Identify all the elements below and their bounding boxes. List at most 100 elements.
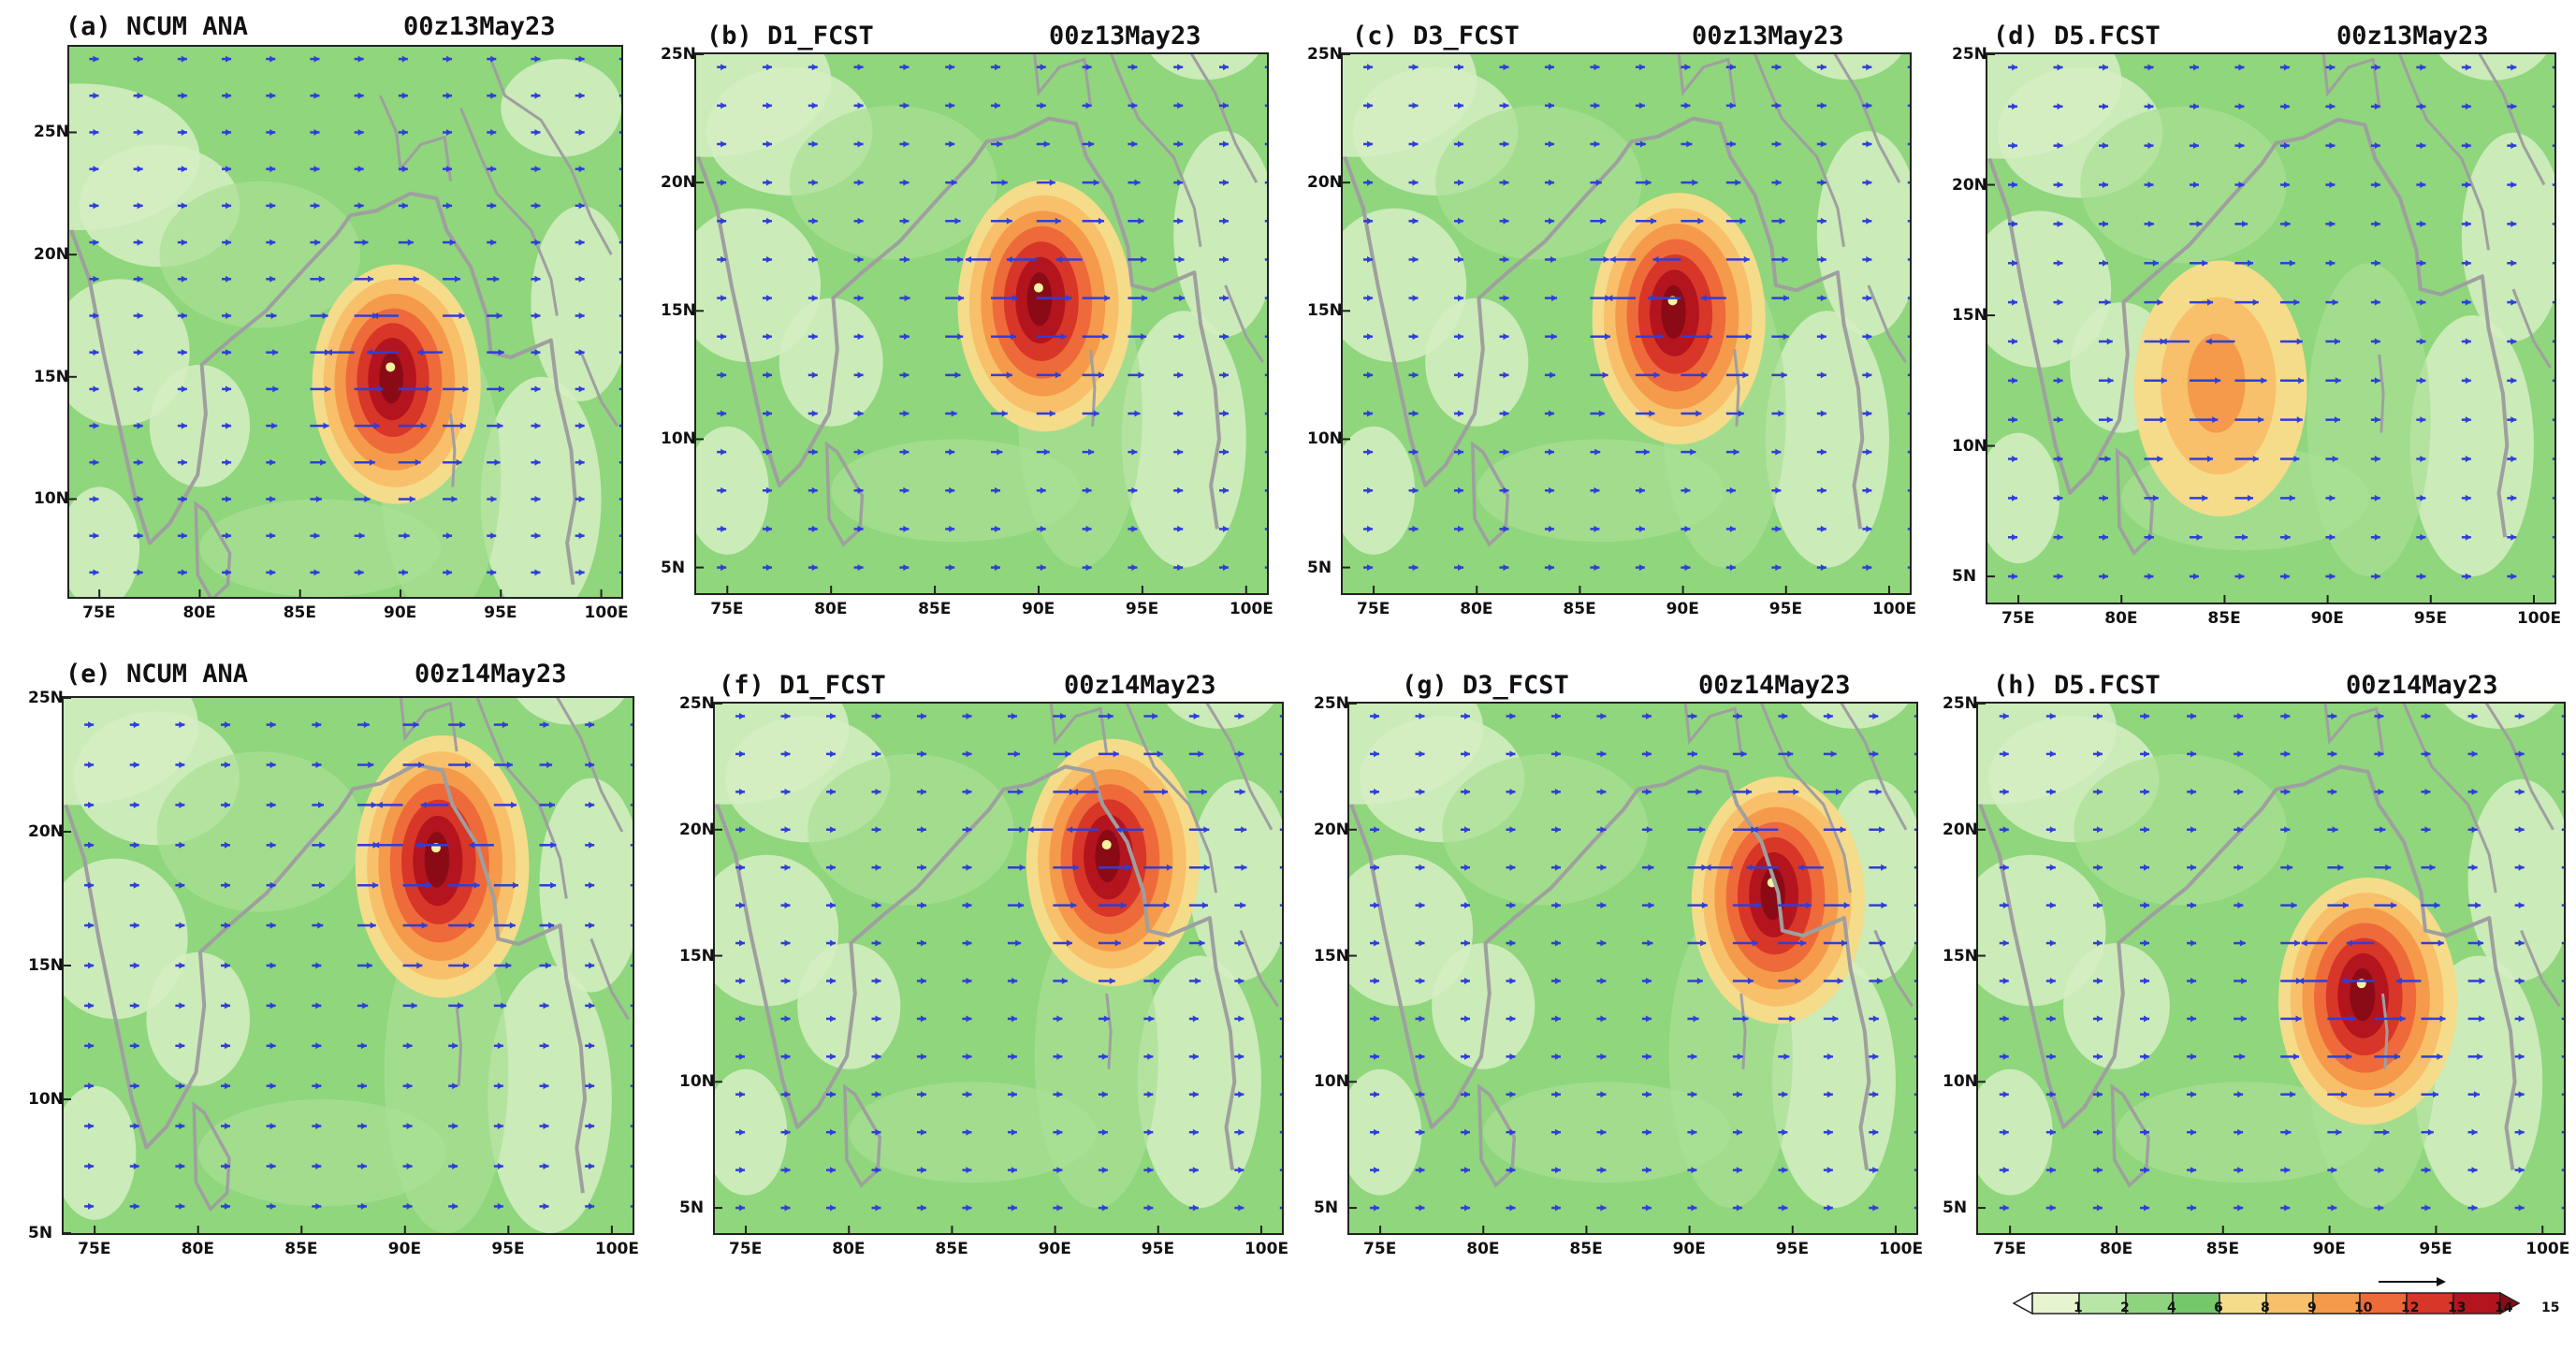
colorbar-swatch	[2265, 1292, 2314, 1315]
colorbar-tick-label: 8	[2261, 1300, 2270, 1315]
lon-tick-label: 85E	[283, 603, 316, 622]
colorbar-tick-label: 6	[2214, 1300, 2223, 1315]
lon-tick-label: 100E	[1244, 1240, 1289, 1258]
lon-tick-label: 85E	[2205, 1240, 2240, 1258]
lon-tick-label: 90E	[1038, 1240, 1071, 1258]
light-wind-region	[1432, 943, 1535, 1069]
lon-tick-label: 90E	[1672, 1240, 1706, 1258]
colorbar-max-arrow	[2499, 1291, 2521, 1315]
light-wind-region	[501, 59, 621, 157]
reference-vector	[2379, 1277, 2446, 1286]
border-line	[1126, 704, 1217, 893]
light-wind-region	[149, 364, 251, 487]
lat-tick-label: 15N	[1314, 946, 1349, 966]
lon-tick-label: 75E	[78, 1240, 111, 1258]
map-plot	[1976, 702, 2566, 1235]
panel-title: (g) D3_FCST	[1402, 671, 1569, 700]
wind-vectors	[1363, 64, 1910, 572]
light-wind-region	[517, 698, 625, 725]
light-wind-region	[696, 208, 822, 363]
light-wind-region	[1987, 432, 2060, 564]
lat-tick-label: 5N	[679, 1198, 705, 1218]
lon-tick-label: 95E	[484, 603, 517, 622]
lon-tick-label: 80E	[2104, 609, 2138, 628]
lon-tick-label: 95E	[491, 1240, 525, 1258]
map-canvas	[1343, 54, 1910, 593]
lat-tick-label: 15N	[1952, 306, 1987, 326]
wind-speed-contour	[1661, 284, 1686, 340]
coastline	[1343, 116, 1865, 530]
light-wind-region	[1800, 704, 1909, 729]
lon-tick-label: 75E	[82, 603, 116, 622]
map-canvas	[715, 704, 1282, 1233]
light-wind-region	[696, 426, 769, 555]
border-line	[1224, 284, 1264, 363]
lat-tick-label: 20N	[1307, 173, 1343, 193]
light-wind-region	[1343, 208, 1467, 363]
lon-tick-label: 95E	[2419, 1240, 2452, 1258]
lon-tick-label: 100E	[2525, 1240, 2570, 1258]
light-wind-region	[715, 1068, 788, 1196]
lon-tick-label: 100E	[1229, 600, 1273, 618]
lon-tick-label: 85E	[918, 600, 952, 618]
border-line	[459, 107, 559, 316]
lat-tick-label: 25N	[28, 689, 64, 707]
colorbar-tick-label: 15	[2541, 1300, 2560, 1315]
wind-vectors	[84, 721, 633, 1210]
wind-vectors	[2008, 64, 2554, 580]
map-plot	[1347, 702, 1918, 1235]
panel-title: (a) NCUM ANA	[65, 12, 249, 41]
light-wind-region	[64, 858, 188, 1020]
lon-tick-label: 100E	[594, 1240, 639, 1258]
light-wind-region	[1349, 854, 1474, 1007]
colorbar-tick-label: 14	[2495, 1300, 2513, 1315]
lon-tick-label: 90E	[1666, 600, 1699, 618]
panel-title: (h) D5.FCST	[1993, 671, 2161, 700]
wind-vectors	[735, 712, 1282, 1212]
lon-tick-label: 75E	[1363, 1240, 1397, 1258]
lon-tick-label: 90E	[387, 1240, 422, 1258]
colorbar-tick-label: 1	[2074, 1300, 2083, 1315]
colorbar-swatch	[2125, 1292, 2174, 1315]
border-line	[1840, 704, 1908, 831]
lon-tick-label: 90E	[2312, 1240, 2346, 1258]
lat-tick-label: 10N	[661, 429, 696, 449]
lat-tick-label: 5N	[1952, 567, 1977, 587]
map-plot	[1341, 52, 1912, 595]
border-line	[1739, 993, 1747, 1069]
wind-speed-contour	[1095, 829, 1120, 882]
map-plot	[62, 696, 634, 1235]
lat-tick-label: 20N	[1952, 175, 1987, 195]
lat-tick-label: 10N	[1952, 436, 1987, 456]
lat-tick-label: 25N	[1952, 45, 1987, 64]
lat-tick-label: 10N	[28, 1090, 64, 1109]
lon-tick-label: 75E	[1993, 1240, 2027, 1258]
panel-time: 00z13May23	[2336, 22, 2489, 51]
panel-title: (b) D1_FCST	[706, 22, 874, 51]
lat-tick-label: 20N	[1314, 820, 1349, 839]
light-wind-region	[1794, 54, 1902, 80]
colorbar-tick-label: 4	[2167, 1300, 2176, 1315]
map-plot	[694, 52, 1269, 595]
map-canvas	[696, 54, 1267, 593]
wind-speed-contour	[2350, 968, 2376, 1022]
lon-tick-label: 95E	[1141, 1240, 1175, 1258]
wind-speed-contour	[379, 352, 404, 404]
light-wind-region	[1343, 426, 1416, 555]
map-canvas	[1349, 704, 1916, 1233]
lon-tick-label: 85E	[2207, 609, 2241, 628]
lon-tick-label: 95E	[2413, 609, 2448, 628]
lat-tick-label: 5N	[28, 1224, 53, 1242]
wind-speed-contour	[2187, 333, 2246, 433]
border-line	[1867, 284, 1907, 363]
lat-tick-label: 15N	[1307, 301, 1343, 321]
border-line	[1109, 54, 1202, 247]
coastline	[1978, 764, 2517, 1170]
sri-lanka-coast	[192, 1101, 231, 1213]
panel-title: (c) D3_FCST	[1352, 22, 1520, 51]
border-line	[1189, 54, 1259, 183]
colorbar-swatch	[2219, 1292, 2267, 1315]
sri-lanka-coast	[194, 501, 232, 597]
lon-tick-label: 100E	[1871, 600, 1917, 618]
panel-time: 00z13May23	[1049, 22, 1201, 51]
